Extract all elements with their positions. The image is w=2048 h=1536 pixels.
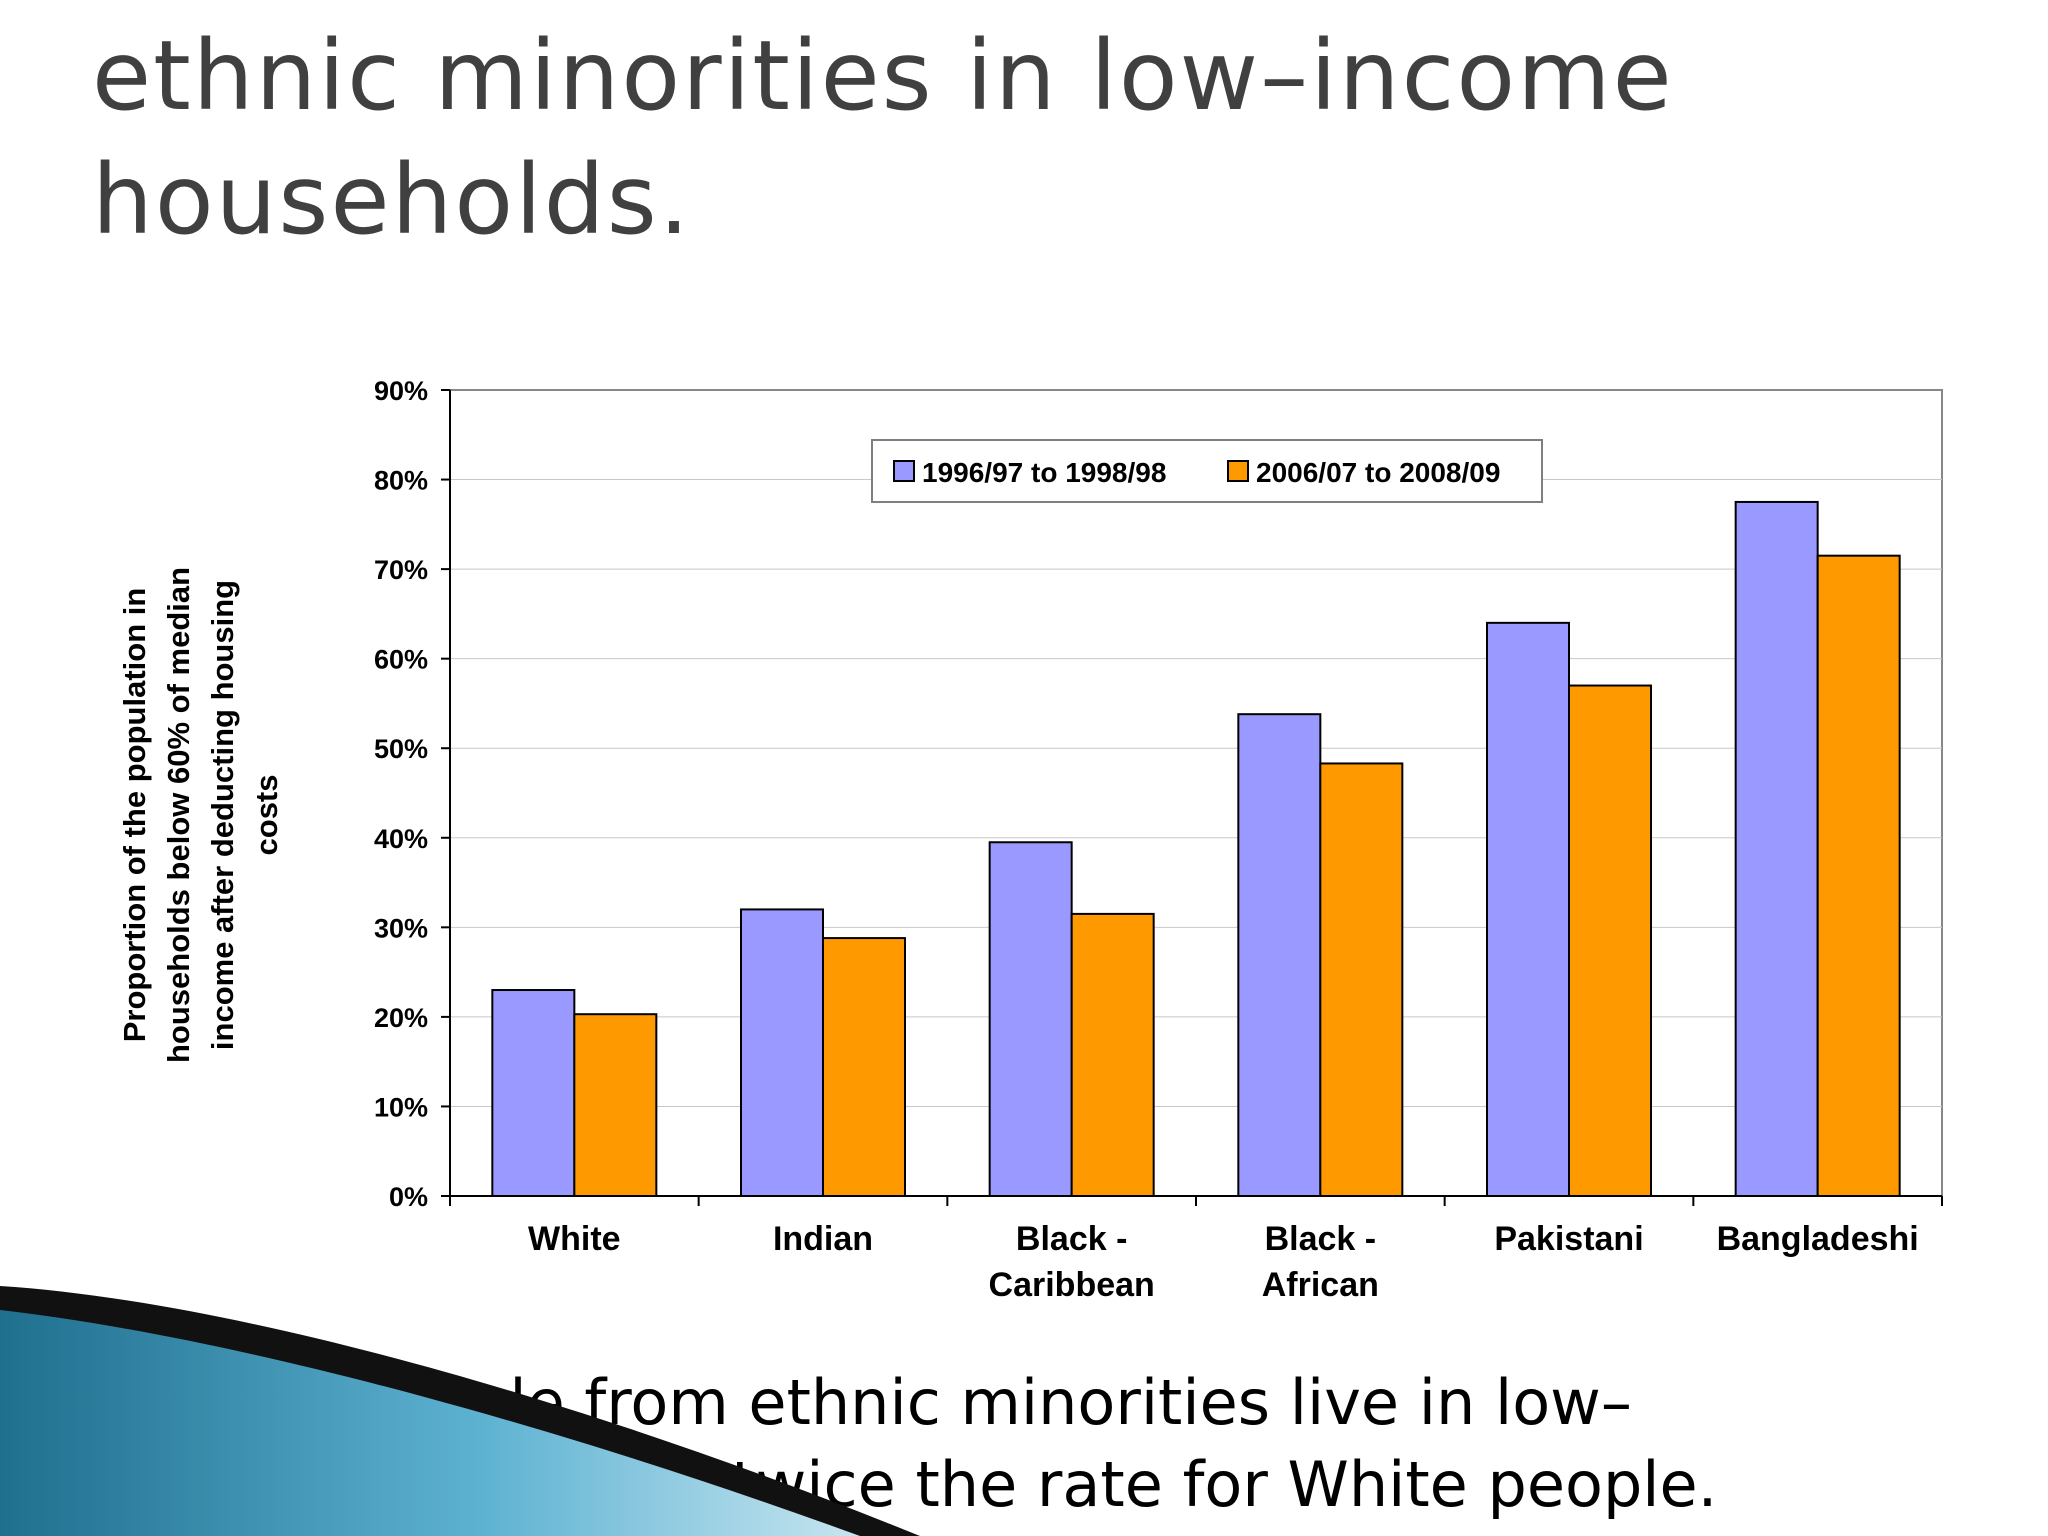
caption-line-1: 2/5th of people from ethnic minorities l… (92, 1366, 1632, 1439)
legend-label: 2006/07 to 2008/09 (1256, 457, 1500, 488)
y-axis-label-line: Proportion of the population in (117, 588, 152, 1043)
legend-box (871, 439, 1543, 503)
x-category-label: Black - (1016, 1220, 1128, 1258)
slide-title: ethnic minorities in low–income househol… (92, 14, 1992, 262)
y-tick-label: 60% (374, 645, 428, 675)
x-category-label: Pakistani (1494, 1220, 1643, 1258)
y-tick-label: 50% (374, 734, 428, 764)
bar (573, 1013, 658, 1197)
slide-title-line-1: ethnic minorities in low–income (92, 20, 1674, 132)
x-category-label: Indian (773, 1220, 873, 1258)
x-category-label: Caribbean (989, 1266, 1155, 1304)
bar (1734, 500, 1819, 1197)
bar (1816, 554, 1901, 1197)
caption-line-2: income households, twice the rate for Wh… (92, 1448, 1718, 1521)
bar (988, 841, 1073, 1197)
x-category-label: Black - (1265, 1220, 1377, 1258)
y-axis-label-line: income after deducting housing (205, 580, 240, 1050)
legend-swatch (893, 460, 915, 482)
y-tick-label: 80% (374, 466, 428, 496)
y-tick-label: 70% (374, 555, 428, 585)
x-category-label: White (528, 1220, 621, 1258)
y-tick-label: 10% (374, 1092, 428, 1122)
slide-title-line-2: households. (92, 144, 692, 256)
y-tick-label: 90% (374, 376, 428, 406)
y-axis-label-line: households below 60% of median (161, 567, 196, 1063)
bar (1486, 621, 1570, 1197)
x-category-label: African (1262, 1266, 1379, 1304)
bar (1070, 912, 1155, 1198)
bar-chart: 0% 10% 20% 30% 40% 50% 60% 70% 80% 90% White Indian… (117, 376, 1943, 1304)
legend-swatch (1227, 460, 1249, 482)
bar (1319, 762, 1404, 1197)
bar (1237, 713, 1322, 1197)
y-axis-label-line: costs (249, 775, 284, 856)
y-tick-label: 20% (374, 1003, 428, 1033)
bar (1568, 684, 1652, 1197)
y-axis-label: Proportion of the population in household… (117, 567, 284, 1063)
bar (822, 937, 906, 1198)
y-tick-label: 30% (374, 913, 428, 943)
y-tick-label: 0% (389, 1182, 428, 1212)
bar (740, 908, 824, 1198)
y-tick-label: 40% (374, 824, 428, 854)
legend: 1996/97 to 1998/98 2006/07 to 2008/09 (871, 439, 1543, 503)
slide-caption: 2/5th of people from ethnic minorities l… (92, 1362, 1992, 1526)
legend-label: 1996/97 to 1998/98 (922, 457, 1166, 488)
bar (491, 989, 576, 1197)
x-category-label: Bangladeshi (1717, 1220, 1919, 1258)
plot-area (449, 389, 1943, 1197)
